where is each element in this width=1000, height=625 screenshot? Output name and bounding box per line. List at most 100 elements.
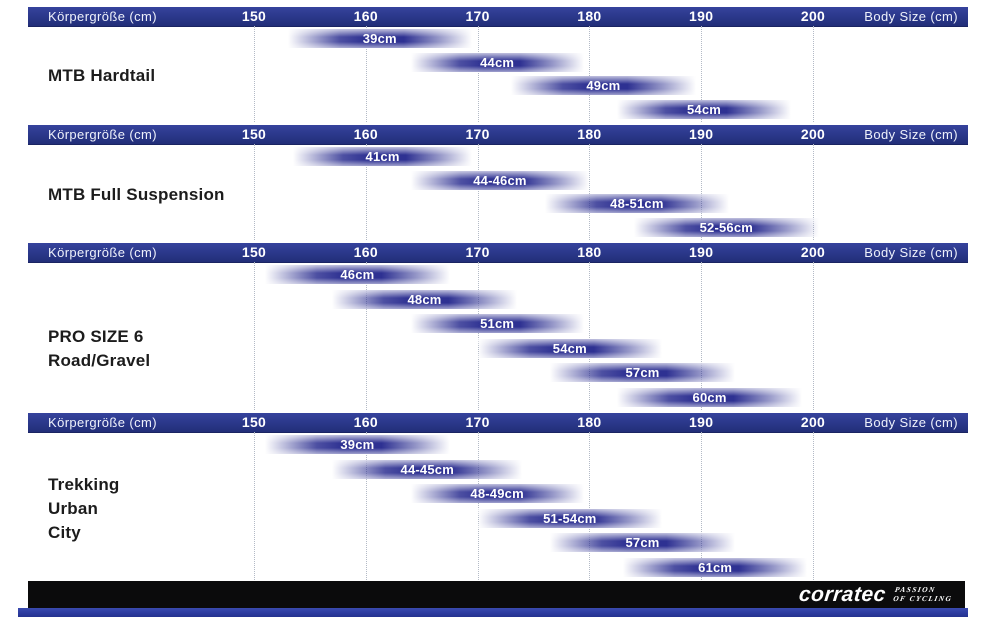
axis-tick-190: 190: [689, 244, 714, 260]
axis-tick-180: 180: [577, 126, 602, 142]
size-range-bar-39cm: 39cm: [265, 435, 450, 454]
size-range-label: 54cm: [552, 340, 587, 356]
axis-header: Körpergröße (cm) 150 160 170 180 190 200 Body S…: [28, 243, 968, 263]
size-range-label: 51-54cm: [543, 510, 597, 526]
axis-right-label: Body Size (cm): [864, 415, 958, 430]
size-range-label: 49cm: [586, 78, 621, 94]
size-range-bar-61cm: 61cm: [622, 558, 808, 577]
size-range-bar-48cm: 48cm: [332, 289, 517, 309]
section-title: PRO SIZE 6 Road/Gravel: [48, 325, 150, 373]
gridline-200: [813, 26, 814, 122]
axis-tick-190: 190: [689, 8, 714, 24]
size-range-label: 57cm: [625, 535, 660, 551]
axis-tick-150: 150: [241, 126, 267, 142]
size-range-label: 48-51cm: [610, 196, 664, 212]
axis-tick-180: 180: [577, 8, 602, 24]
gridline-170: [477, 262, 479, 410]
axis-tick-160: 160: [353, 414, 378, 430]
axis-tick-200: 200: [800, 414, 826, 430]
axis-tick-160: 160: [353, 126, 378, 142]
size-range-bar-44-45cm: 44-45cm: [332, 459, 523, 479]
gridline-190: [701, 432, 703, 580]
size-range-bar-51-54cm: 51-54cm: [477, 508, 663, 528]
axis-tick-200: 200: [800, 244, 826, 260]
corratec-tagline: PASSION OF CYCLING: [892, 585, 954, 603]
axis-left-label: Körpergröße (cm): [48, 245, 157, 260]
size-range-label: 52-56cm: [699, 220, 754, 235]
axis-right-label: Body Size (cm): [864, 245, 958, 260]
size-range-label: 51cm: [480, 316, 515, 332]
axis-tick-150: 150: [241, 414, 267, 430]
axis-tick-170: 170: [465, 126, 490, 142]
gridline-160: [365, 26, 367, 122]
gridline-200: [813, 144, 814, 240]
size-range-bar-48-49cm: 48-49cm: [410, 484, 584, 504]
axis-tick-170: 170: [465, 414, 490, 430]
footer-bar: corratec PASSION OF CYCLING: [28, 581, 965, 608]
axis-tick-160: 160: [353, 8, 378, 24]
gridline-180: [589, 144, 591, 240]
axis-tick-180: 180: [577, 244, 602, 260]
axis-tick-200: 200: [800, 126, 826, 142]
axis-right-label: Body Size (cm): [864, 127, 958, 142]
axis-left-label: Körpergröße (cm): [48, 9, 157, 24]
axis-right-label: Body Size (cm): [864, 9, 958, 24]
section-title-line: PRO SIZE 6: [48, 327, 144, 346]
axis-left-label: Körpergröße (cm): [48, 415, 157, 430]
axis-tick-150: 150: [241, 8, 267, 24]
size-range-bar-54cm: 54cm: [477, 338, 663, 358]
axis-left-label: Körpergröße (cm): [48, 127, 157, 142]
section-title-line: Road/Gravel: [48, 351, 151, 370]
gridline-150: [254, 144, 255, 240]
size-range-label: 46cm: [340, 267, 375, 282]
size-range-bar-46cm: 46cm: [265, 265, 450, 284]
axis-tick-200: 200: [800, 8, 826, 24]
size-range-label: 39cm: [362, 31, 397, 46]
size-range-label: 54cm: [686, 102, 722, 117]
size-range-label: 44-46cm: [473, 172, 527, 188]
gridline-160: [365, 262, 367, 410]
size-range-bar-54cm: 54cm: [617, 100, 791, 119]
axis-tick-190: 190: [689, 126, 714, 142]
section-title-line: Trekking: [48, 475, 120, 494]
axis-header: Körpergröße (cm) 150 160 170 180 190 200 Body S…: [28, 125, 968, 145]
size-range-label: 48cm: [407, 291, 442, 307]
gridline-160: [365, 144, 367, 240]
size-range-bar-51cm: 51cm: [410, 314, 584, 334]
size-range-bar-57cm: 57cm: [550, 363, 735, 383]
size-range-label: 44cm: [480, 54, 515, 70]
section-title-line: MTB Hardtail: [48, 66, 156, 85]
section-title-line: City: [48, 523, 81, 542]
section-title-line: MTB Full Suspension: [48, 185, 225, 204]
size-range-label: 57cm: [625, 365, 660, 381]
size-range-bar-44cm: 44cm: [410, 52, 584, 72]
corratec-logo: corratec PASSION OF CYCLING: [798, 581, 954, 608]
axis-tick-160: 160: [353, 244, 378, 260]
gridline-170: [477, 26, 479, 122]
axis-header: Körpergröße (cm) 150 160 170 180 190 200 Body S…: [28, 7, 968, 27]
gridline-190: [701, 262, 703, 410]
size-range-label: 44-45cm: [400, 461, 454, 477]
gridline-170: [477, 432, 479, 580]
gridline-180: [589, 262, 591, 410]
gridline-150: [254, 26, 255, 122]
axis-header: Körpergröße (cm) 150 160 170 180 190 200 Body S…: [28, 413, 968, 433]
axis-tick-170: 170: [465, 8, 490, 24]
size-range-bar-52-56cm: 52-56cm: [634, 218, 819, 237]
size-range-bar-57cm: 57cm: [550, 533, 735, 553]
gridline-160: [365, 432, 367, 580]
gridline-200: [813, 432, 814, 580]
axis-tick-170: 170: [465, 244, 490, 260]
size-range-bar-48-51cm: 48-51cm: [544, 194, 730, 214]
gridline-150: [254, 262, 255, 410]
section-title: MTB Hardtail: [48, 64, 155, 88]
size-range-label: 39cm: [340, 437, 375, 452]
gridline-180: [589, 26, 591, 122]
size-range-bar-39cm: 39cm: [287, 29, 472, 48]
section-title: Trekking Urban City: [48, 473, 120, 545]
gridline-150: [254, 432, 255, 580]
section-title: MTB Full Suspension: [48, 183, 225, 207]
section-title-line: Urban: [48, 499, 99, 518]
size-range-label: 60cm: [692, 390, 727, 405]
